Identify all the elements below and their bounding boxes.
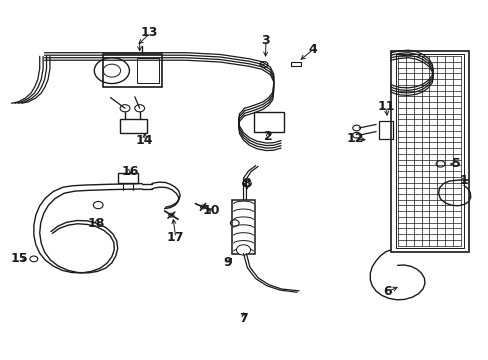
Text: 15: 15 — [10, 252, 28, 265]
Text: 11: 11 — [376, 100, 394, 113]
Bar — [395, 54, 463, 248]
Bar — [137, 58, 159, 83]
Bar — [120, 119, 147, 134]
Text: 17: 17 — [166, 231, 183, 244]
Bar — [231, 200, 255, 253]
Circle shape — [260, 62, 267, 67]
Text: 12: 12 — [346, 132, 364, 145]
Text: 7: 7 — [239, 311, 247, 325]
Bar — [103, 54, 161, 87]
Text: 14: 14 — [136, 134, 153, 147]
Text: 10: 10 — [202, 204, 220, 217]
Text: 5: 5 — [451, 157, 460, 170]
Text: 16: 16 — [121, 165, 138, 177]
Text: 1: 1 — [459, 174, 468, 186]
Bar — [390, 51, 468, 252]
Bar — [118, 173, 138, 183]
Text: 3: 3 — [261, 33, 269, 47]
Text: 13: 13 — [141, 27, 158, 40]
Text: 6: 6 — [382, 285, 391, 298]
Bar — [254, 112, 283, 132]
Text: 18: 18 — [87, 216, 104, 230]
Text: 2: 2 — [263, 130, 272, 144]
Circle shape — [168, 213, 174, 217]
Circle shape — [236, 245, 250, 255]
Text: 9: 9 — [223, 256, 232, 269]
Text: 8: 8 — [242, 177, 251, 190]
Bar — [290, 62, 300, 66]
Text: 4: 4 — [308, 42, 317, 55]
Circle shape — [200, 205, 205, 209]
Bar — [378, 121, 392, 139]
